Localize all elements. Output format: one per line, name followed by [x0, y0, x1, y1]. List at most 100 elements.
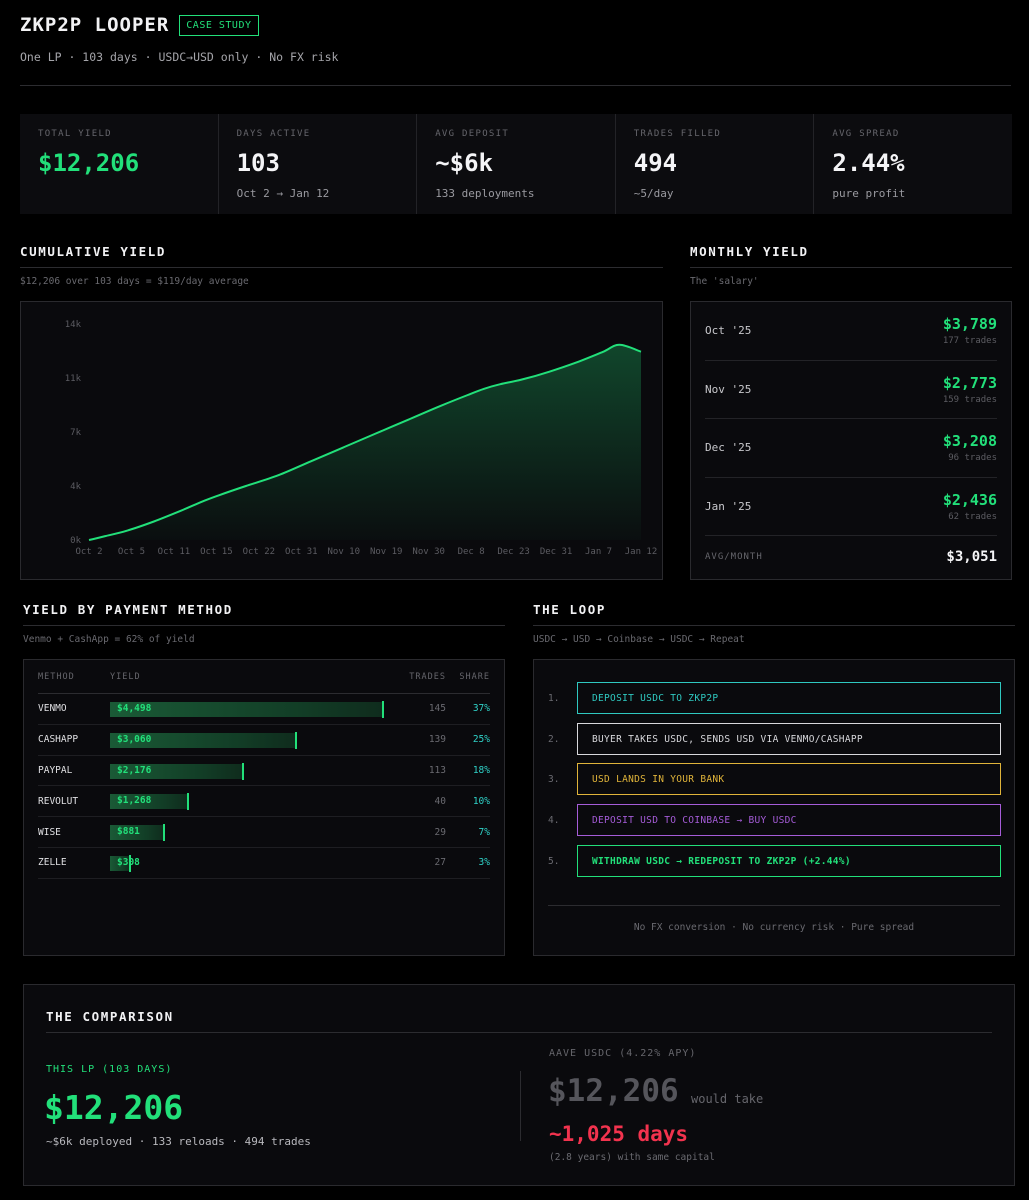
yield-value: $4,498: [117, 703, 152, 714]
share-percent: 10%: [472, 795, 490, 807]
cumulative-yield-chart: 0k 4k 7k 11k 14k Oct 2 Oct 5 Oct 11 Oct 15 Oct 2…: [20, 301, 663, 580]
stat-sub: 133 deployments: [435, 187, 535, 200]
yield-cell: $2,176: [110, 756, 398, 786]
avg-label: AVG/MONTH: [705, 552, 763, 562]
stat-total-yield: TOTAL YIELD $12,206: [20, 114, 219, 214]
case-study-badge: CASE STUDY: [179, 14, 259, 36]
yield-bar: [110, 732, 296, 748]
y-tick-label: 4k: [70, 482, 81, 492]
stats-bar: TOTAL YIELD $12,206 DAYS ACTIVE 103 Oct …: [20, 114, 1012, 214]
section-title: THE COMPARISON: [46, 1009, 174, 1024]
step-box: USD LANDS IN YOUR BANK: [577, 763, 1001, 795]
x-tick-label: Nov 19: [370, 547, 403, 557]
avg-value: $3,051: [946, 549, 997, 565]
step-number: 5.: [548, 855, 560, 867]
month-trades: 62 trades: [948, 511, 997, 522]
stat-label: AVG DEPOSIT: [435, 129, 510, 139]
monthly-yield-section: MONTHLY YIELD The 'salary': [690, 244, 1012, 287]
month-name: Oct '25: [705, 324, 752, 338]
yield-cell: $3,060: [110, 725, 398, 755]
month-name: Jan '25: [705, 499, 752, 513]
method-name: VENMO: [38, 703, 67, 715]
section-title: YIELD BY PAYMENT METHOD: [23, 602, 233, 617]
x-tick-label: Nov 10: [328, 547, 361, 557]
share-percent: 18%: [472, 764, 490, 776]
stat-label: DAYS ACTIVE: [236, 129, 311, 139]
stat-value: $12,206: [38, 149, 140, 177]
section-subtitle: $12,206 over 103 days = $119/day average: [20, 276, 249, 287]
x-tick-label: Dec 31: [540, 547, 573, 557]
month-value: $3,208: [942, 432, 997, 451]
loop-section: THE LOOP USDC → USD → Coinbase → USDC → …: [533, 602, 1015, 645]
trades-count: 145: [428, 703, 446, 715]
stat-label: TRADES FILLED: [633, 129, 722, 139]
step-box: WITHDRAW USDC → REDEPOSIT TO ZKP2P (+2.4…: [577, 845, 1001, 877]
table-row: PAYPAL $2,176 113 18%: [38, 756, 490, 787]
month-trades: 177 trades: [942, 336, 997, 347]
section-subtitle: Venmo + CashApp = 62% of yield: [23, 634, 195, 645]
section-divider: [690, 267, 1012, 268]
stat-value: 2.44%: [832, 149, 905, 177]
aave-label: AAVE USDC (4.22% APY): [549, 1048, 697, 1059]
stat-sub: pure profit: [832, 187, 906, 200]
x-tick-label: Jan 7: [585, 547, 612, 557]
yield-bar-cap: [186, 793, 189, 811]
cumulative-chart-svg: 0k 4k 7k 11k 14k Oct 2 Oct 5 Oct 11 Oct 15 Oct 2…: [65, 320, 658, 557]
month-trades: 96 trades: [948, 453, 997, 464]
yield-bar-cap: [128, 854, 131, 872]
col-method: METHOD: [38, 671, 75, 682]
trades-count: 40: [434, 795, 446, 807]
yield-bar-cap: [382, 701, 384, 718]
stat-label: TOTAL YIELD: [38, 129, 112, 139]
col-share: SHARE: [459, 671, 490, 682]
stat-value: ~$6k: [435, 149, 493, 177]
aave-days: ~1,025 days: [549, 1122, 689, 1146]
month-trades: 159 trades: [942, 394, 997, 405]
share-percent: 25%: [472, 734, 490, 746]
yield-bar: [110, 855, 129, 871]
y-tick-label: 0k: [70, 536, 81, 546]
trades-count: 113: [428, 764, 446, 776]
x-tick-label: Dec 8: [458, 547, 485, 557]
section-title: CUMULATIVE YIELD: [20, 244, 167, 259]
monthly-average: AVG/MONTH $3,051: [705, 536, 997, 578]
monthly-row: Jan '25 $2,436 62 trades: [705, 478, 997, 536]
yield-bar: [110, 763, 242, 779]
cumulative-area: [89, 344, 641, 540]
col-yield: YIELD: [110, 671, 141, 682]
aave-sub: (2.8 years) with same capital: [549, 1152, 715, 1163]
yield-value: $1,268: [117, 795, 152, 807]
section-divider: [23, 625, 505, 626]
section-subtitle: The 'salary': [690, 276, 759, 287]
table-row: CASHAPP $3,060 139 25%: [38, 725, 490, 756]
stat-value: 103: [236, 149, 280, 177]
loop-step: 5. WITHDRAW USDC → REDEPOSIT TO ZKP2P (+…: [548, 845, 1001, 877]
trades-count: 27: [434, 857, 446, 869]
step-number: 4.: [548, 814, 560, 826]
y-tick-label: 14k: [65, 320, 82, 330]
step-number: 3.: [548, 773, 560, 785]
trades-count: 29: [434, 826, 446, 838]
trades-count: 139: [428, 734, 446, 746]
stat-days-active: DAYS ACTIVE 103 Oct 2 → Jan 12: [219, 114, 418, 214]
yield-bar-cap: [163, 824, 166, 842]
page-title: ZKP2P LOOPER: [20, 14, 170, 36]
stat-avg-spread: AVG SPREAD 2.44% pure profit: [814, 114, 1012, 214]
month-name: Dec '25: [705, 441, 752, 455]
x-tick-label: Oct 31: [285, 547, 318, 557]
loop-step: 3. USD LANDS IN YOUR BANK: [548, 763, 1001, 795]
monthly-row: Dec '25 $3,208 96 trades: [705, 419, 997, 478]
stat-label: AVG SPREAD: [832, 129, 900, 139]
x-tick-label: Dec 23: [497, 547, 530, 557]
stat-value: 494: [633, 149, 678, 177]
x-tick-label: Oct 11: [158, 547, 191, 557]
aave-would-take: would take: [691, 1092, 764, 1106]
comparison-divider: [520, 1071, 521, 1141]
method-name: ZELLE: [38, 857, 67, 869]
yield-bar: [110, 702, 382, 717]
yield-value: $881: [117, 826, 140, 838]
payment-method-table: METHOD YIELD TRADES SHARE VENMO $4,498 145…: [23, 659, 505, 956]
month-name: Nov '25: [705, 382, 752, 396]
step-number: 2.: [548, 733, 560, 745]
this-lp-sub: ~$6k deployed · 133 reloads · 494 trades: [46, 1135, 311, 1148]
